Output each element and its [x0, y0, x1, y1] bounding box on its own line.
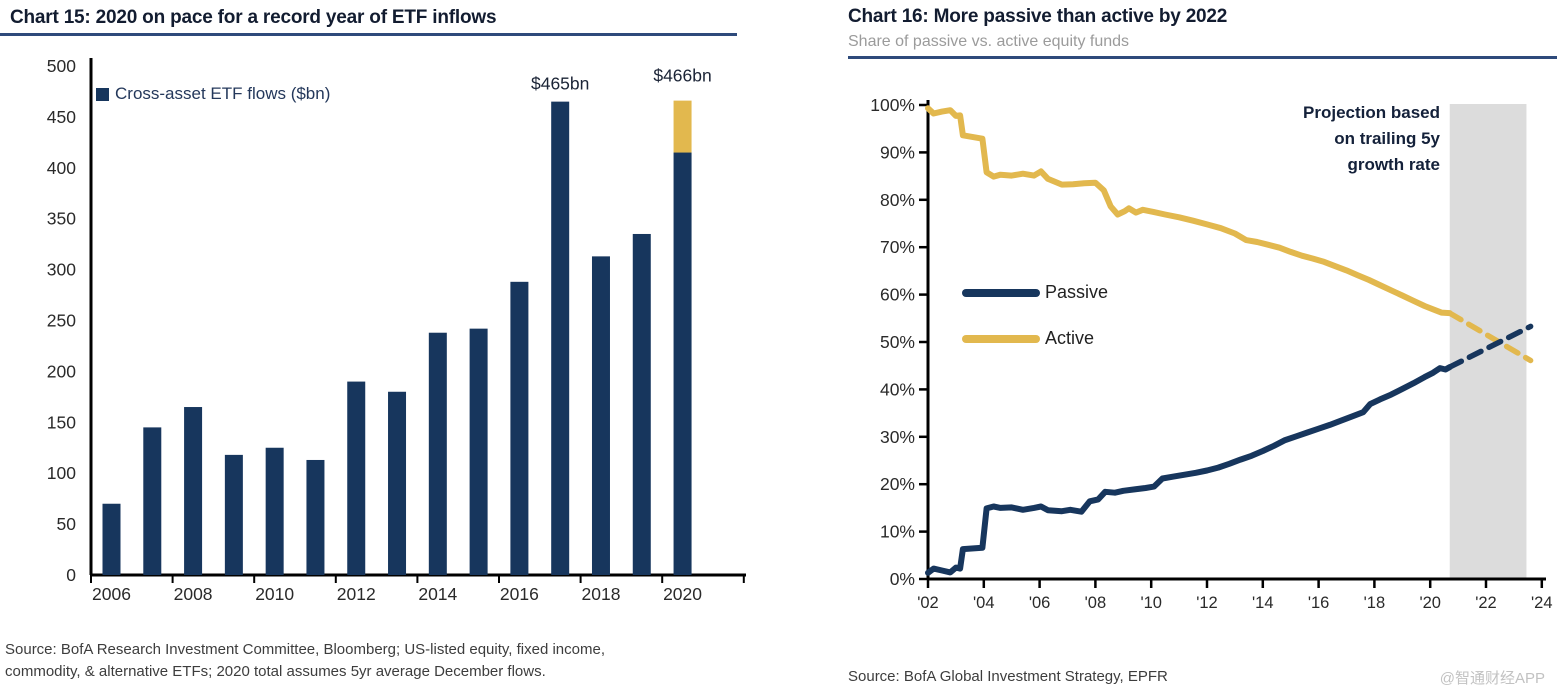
bar-value-label-2017: $465bn [531, 74, 589, 94]
y-tick-label: 100% [870, 95, 915, 115]
bar-2011 [306, 459, 325, 575]
x-tick-label: '10 [1140, 594, 1162, 612]
passive-line-icon [962, 288, 1040, 297]
y-tick-label: 50 [57, 514, 77, 534]
projection-annotation-line1: Projection based [1303, 103, 1440, 122]
y-tick-label: 500 [47, 56, 76, 76]
y-tick-label: 20% [880, 474, 915, 494]
x-tick-label: 2020 [663, 584, 702, 604]
chart15-legend-label: Cross-asset ETF flows ($bn) [115, 84, 331, 103]
y-tick-label: 400 [47, 158, 76, 178]
chart16-title-rule [848, 56, 1557, 59]
legend-active-label: Active [1045, 328, 1095, 348]
y-tick-label: 350 [47, 209, 76, 229]
chart16-title: Chart 16: More passive than active by 20… [848, 6, 1228, 27]
x-tick-label: 2010 [255, 584, 294, 604]
passive-line [925, 364, 1453, 576]
projection-annotation-line3: growth rate [1347, 155, 1440, 174]
x-tick-label: 2018 [582, 584, 621, 604]
x-tick-label: '06 [1029, 594, 1051, 612]
watermark: @智通财经APP [1439, 670, 1545, 687]
y-tick-label: 40% [880, 379, 915, 399]
x-tick-label: 2008 [174, 584, 213, 604]
active-projection-line [1446, 310, 1534, 364]
y-tick-label: 0 [66, 565, 76, 585]
chart15-source-line1: Source: BofA Research Investment Committ… [5, 641, 605, 658]
bar-2013 [388, 391, 407, 575]
chart15-source-line2: commodity, & alternative ETFs; 2020 tota… [5, 663, 546, 680]
y-tick-label: 80% [880, 190, 915, 210]
bar-value-label-2020: $466bn [653, 66, 711, 86]
y-tick-label: 30% [880, 427, 915, 447]
etf-flows-chart-canvas: 0 50 100 150 200 250 300 350 400 450 500 2006 2008 20… [47, 56, 746, 604]
chart15-title: Chart 15: 2020 on pace for a record year… [10, 7, 497, 28]
passive-projection-line [1446, 323, 1534, 370]
chart16-subtitle: Share of passive vs. active equity funds [848, 33, 1130, 50]
chart16-source: Source: BofA Global Investment Strategy,… [848, 668, 1168, 685]
chart16-legend: Passive Active [962, 282, 1108, 349]
x-tick-label: '08 [1085, 594, 1107, 612]
x-tick-label: '02 [917, 594, 939, 612]
chart16-plot: 0% 10% 20% 30% 40% 50% 60% 70% 80% 90% 100% '02 '04 '… [870, 95, 1552, 612]
x-tick-label: '20 [1419, 594, 1441, 612]
chart15-source: Source: BofA Research Investment Committ… [5, 639, 605, 683]
bar-2019 [632, 233, 651, 575]
y-tick-label: 300 [47, 260, 76, 280]
bar-2020-projected-segment [673, 100, 692, 153]
x-tick-label: '04 [973, 594, 995, 612]
bar-2007 [143, 427, 162, 575]
legend-square-icon [96, 87, 109, 101]
legend-passive-label: Passive [1045, 282, 1109, 302]
y-tick-label: 100 [47, 463, 76, 483]
y-tick-label: 50% [880, 332, 915, 352]
bar-2012 [347, 381, 366, 575]
legend-item-passive: Passive [962, 282, 1108, 303]
y-tick-label: 250 [47, 311, 76, 331]
bar-2014 [428, 332, 447, 575]
projection-band [1449, 104, 1527, 579]
bar-2020 [673, 152, 692, 575]
active-line [925, 105, 1453, 317]
projection-annotation-line2: on trailing 5y [1334, 129, 1440, 148]
chart15-legend: Cross-asset ETF flows ($bn) [96, 84, 330, 104]
x-tick-label: '16 [1308, 594, 1330, 612]
x-tick-label: '18 [1364, 594, 1386, 612]
y-tick-label: 10% [880, 522, 915, 542]
y-tick-label: 0% [890, 569, 915, 589]
chart15-plot: 0 50 100 150 200 250 300 350 400 450 500 2006 2008 20… [47, 56, 746, 604]
x-tick-label: '14 [1252, 594, 1274, 612]
chart15-title-rule [0, 33, 737, 36]
x-tick-label: '12 [1196, 594, 1218, 612]
bar-2010 [265, 447, 284, 575]
bar-2016 [510, 281, 529, 575]
passive-active-panel: Chart 16: More passive than active by 20… [840, 0, 1557, 699]
bar-2018 [591, 256, 610, 575]
x-tick-label: 2012 [337, 584, 376, 604]
x-tick-label: '22 [1475, 594, 1497, 612]
bar-2017 [551, 101, 570, 575]
legend-item-active: Active [962, 328, 1108, 349]
y-tick-label: 60% [880, 285, 915, 305]
x-tick-label: '24 [1531, 594, 1553, 612]
passive-active-chart-canvas: 0% 10% 20% 30% 40% 50% 60% 70% 80% 90% 100% '02 '04 '… [870, 95, 1552, 612]
x-tick-label: 2016 [500, 584, 539, 604]
y-tick-label: 450 [47, 107, 76, 127]
x-tick-label: 2014 [418, 584, 457, 604]
bar-2015 [469, 328, 488, 575]
projection-annotation: Projection based on trailing 5y growth r… [1180, 100, 1440, 178]
y-tick-label: 90% [880, 142, 915, 162]
y-tick-label: 200 [47, 361, 76, 381]
etf-inflows-panel: Chart 15: 2020 on pace for a record year… [0, 7, 746, 683]
y-tick-label: 150 [47, 412, 76, 432]
active-line-icon [962, 334, 1040, 343]
y-tick-label: 70% [880, 237, 915, 257]
bar-2009 [224, 454, 243, 575]
bar-2008 [184, 407, 203, 575]
bar-2006 [102, 503, 121, 575]
x-tick-label: 2006 [92, 584, 131, 604]
